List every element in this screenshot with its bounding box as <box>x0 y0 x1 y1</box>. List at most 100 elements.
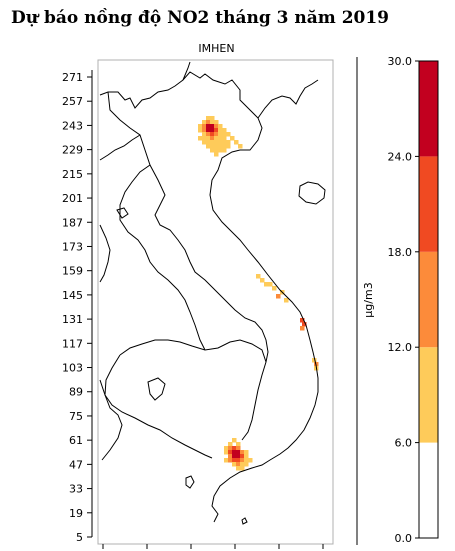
concentration-cell <box>240 458 245 463</box>
concentration-cell <box>230 136 235 141</box>
concentration-cell <box>202 136 207 141</box>
concentration-cell <box>222 132 227 137</box>
hainan-island <box>298 181 326 205</box>
concentration-cell <box>228 442 233 447</box>
concentration-cell <box>206 124 211 129</box>
colorbar: 30.0 24.0 18.0 12.0 6.0 0.0 <box>388 55 439 545</box>
y-tick-label: 33 <box>69 483 83 496</box>
colorbar-bin <box>419 156 438 252</box>
concentration-cell <box>236 454 241 459</box>
y-tick-label: 201 <box>62 192 83 205</box>
concentration-cell <box>236 466 241 471</box>
concentration-cell <box>240 450 245 455</box>
concentration-cell <box>236 458 241 463</box>
concentration-cell <box>214 144 219 149</box>
concentration-cell <box>276 294 281 299</box>
concentration-cell <box>202 124 207 129</box>
concentration-cell <box>240 466 245 471</box>
concentration-cell <box>236 446 241 451</box>
map-subtitle: IMHEN <box>198 42 235 55</box>
concentration-cell <box>232 462 237 467</box>
map-title: Dự báo nồng độ NO2 tháng 3 năm 2019 <box>10 8 390 28</box>
china-border <box>182 61 191 81</box>
y-tick-label: 229 <box>62 144 83 157</box>
y-tick-label: 145 <box>62 289 83 302</box>
concentration-cell <box>240 454 245 459</box>
concentration-cell <box>228 446 233 451</box>
boundary-lines <box>99 61 319 523</box>
concentration-cell <box>244 454 249 459</box>
concentration-cell <box>238 144 243 149</box>
concentration-cell <box>232 446 237 451</box>
concentration-cell <box>222 144 227 149</box>
concentration-cell <box>214 124 219 129</box>
concentration-cell <box>202 132 207 137</box>
concentration-cell <box>222 148 227 153</box>
concentration-cell <box>214 140 219 145</box>
concentration-cell <box>312 358 317 363</box>
vn-laos-border <box>107 91 269 363</box>
y-tick-label: 103 <box>62 362 83 375</box>
y-tick-label: 131 <box>62 313 83 326</box>
china-coast <box>257 79 319 119</box>
concentration-cell <box>206 116 211 121</box>
concentration-cell <box>236 442 241 447</box>
concentration-cell <box>218 148 223 153</box>
thailand-border <box>99 224 111 283</box>
y-tick-label: 215 <box>62 168 83 181</box>
concentration-cell <box>236 462 241 467</box>
concentration-cell <box>198 128 203 133</box>
concentration-cell <box>226 140 231 145</box>
concentration-cell <box>202 120 207 125</box>
colorbar-label: 24.0 <box>388 150 413 163</box>
concentration-cell <box>236 450 241 455</box>
y-tick-label: 271 <box>62 71 83 84</box>
concentration-cell <box>260 278 265 283</box>
gulf-coast <box>99 379 123 461</box>
concentration-cell <box>214 136 219 141</box>
concentration-cell <box>224 450 229 455</box>
concentration-cell <box>228 450 233 455</box>
colorbar-bin <box>419 347 438 443</box>
concentration-cell <box>228 454 233 459</box>
concentration-cell <box>222 136 227 141</box>
concentration-cell <box>218 128 223 133</box>
concentration-cell <box>240 462 245 467</box>
no2-concentration-cells <box>198 116 319 471</box>
concentration-cell <box>226 132 231 137</box>
colorbar-bin <box>419 442 438 538</box>
concentration-cell <box>232 438 237 443</box>
concentration-cell <box>224 446 229 451</box>
colorbar-frame <box>418 60 439 539</box>
concentration-cell <box>214 132 219 137</box>
concentration-cell <box>228 458 233 463</box>
colorbar-label: 30.0 <box>388 55 413 68</box>
colorbar-label: 18.0 <box>388 246 413 259</box>
colorbar-bin <box>419 61 438 157</box>
concentration-cell <box>202 128 207 133</box>
colorbar-bin <box>419 251 438 348</box>
y-tick-label: 173 <box>62 240 83 253</box>
concentration-cell <box>214 152 219 157</box>
concentration-cell <box>198 124 203 129</box>
concentration-cell <box>206 132 211 137</box>
concentration-cell <box>226 144 231 149</box>
y-tick-label: 187 <box>62 216 83 229</box>
islands <box>116 181 326 525</box>
concentration-cell <box>202 140 207 145</box>
concentration-cell <box>206 136 211 141</box>
concentration-cell <box>284 298 289 303</box>
cambodia-southwest-coast <box>104 354 213 459</box>
concentration-cell <box>256 274 261 279</box>
concentration-cell <box>232 454 237 459</box>
concentration-cell <box>206 120 211 125</box>
concentration-cell <box>244 450 249 455</box>
unit-label: µg/m3 <box>362 282 375 317</box>
y-tick-label: 117 <box>62 337 83 350</box>
vietnam-coastline <box>99 71 319 523</box>
concentration-cell <box>206 140 211 145</box>
concentration-cell <box>232 458 237 463</box>
colorbar-label: 12.0 <box>388 341 413 354</box>
concentration-cell <box>218 132 223 137</box>
concentration-cell <box>218 140 223 145</box>
